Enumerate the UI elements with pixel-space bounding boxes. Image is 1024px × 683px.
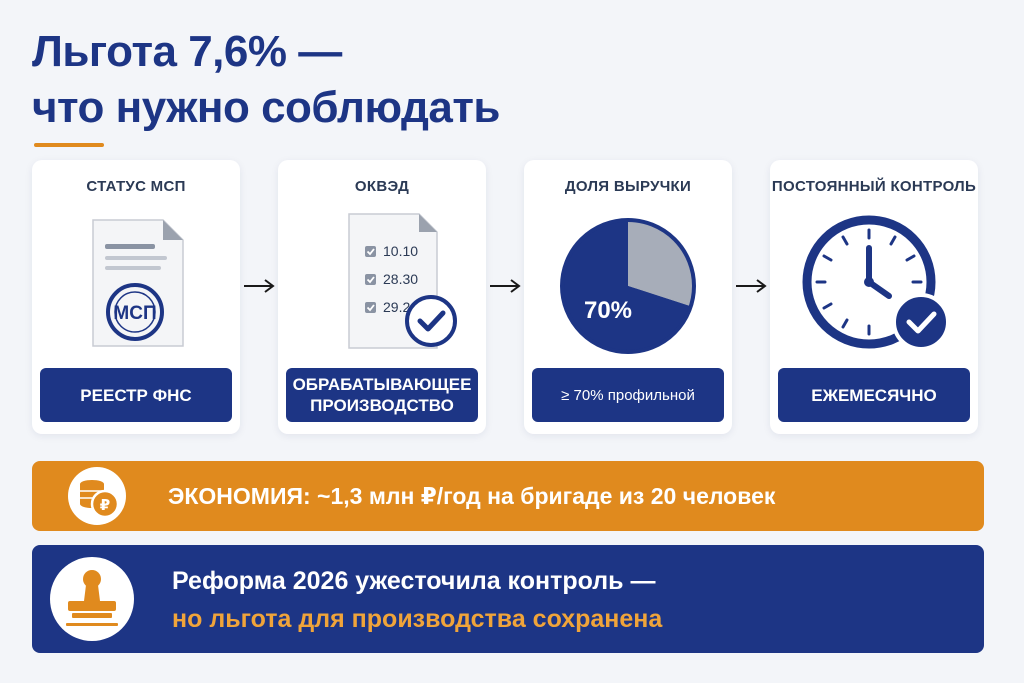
checklist-document-icon: 10.10 28.30 29.20 [348,213,457,349]
revenue-badge: ≥ 70% профильной [532,368,724,422]
arrow-right-icon [736,279,767,293]
industry-line-1: ОБРАБАТЫВАЮЩЕЕ [292,375,472,394]
pie-slice-other [628,220,694,307]
title-line-1: Льгота 7,6% — [32,27,342,76]
savings-text: ЭКОНОМИЯ: ~1,3 млн ₽/год на бригаде из 2… [168,482,776,509]
card-heading: ПОСТОЯННЫЙ КОНТРОЛЬ [771,178,977,195]
arrow-right-icon [490,279,521,293]
okved-code: 10.10 [383,243,418,259]
frequency-badge: ЕЖЕМЕСЯЧНО [778,368,970,422]
card-okved: ОКВЭД 10.10 28.30 29.20 ОБРАБАТЫВАЮЩЕЕ П… [278,160,486,434]
card-heading: СТАТУС МСП [86,178,186,195]
savings-banner: ₽ ЭКОНОМИЯ: ~1,3 млн ₽/год на бригаде из… [32,461,984,531]
pie-chart-icon: 70% [560,218,696,354]
document-stamp-icon: МСП [92,219,184,347]
clock-check-icon [802,215,950,351]
industry-line-2: ПРОИЗВОДСТВО [310,396,454,415]
card-heading: ДОЛЯ ВЫРУЧКИ [564,178,692,195]
svg-text:₽: ₽ [100,496,110,514]
coins-ruble-icon: ₽ [80,480,120,519]
card-msp-status: СТАТУС МСП МСП РЕЕСТР ФНС [32,160,240,434]
reform-subline: но льгота для производства сохранена [172,605,663,633]
okved-code: 28.30 [383,271,418,287]
reform-headline: Реформа 2026 ужесточила контроль — [172,567,656,595]
registry-badge: РЕЕСТР ФНС [40,368,232,422]
pie-slice-profile [562,220,691,352]
reform-banner: Реформа 2026 ужесточила контроль — но ль… [32,545,984,653]
arrow-right-icon [244,279,275,293]
card-revenue-share: ДОЛЯ ВЫРУЧКИ 70% ≥ 70% профильной [524,160,732,434]
pie-label: 70% [584,297,632,324]
industry-badge: ОБРАБАТЫВАЮЩЕЕ ПРОИЗВОДСТВО [286,368,478,422]
stamp-icon [66,570,118,626]
title-underline [34,143,104,147]
card-heading: ОКВЭД [354,178,410,195]
title-line-2: что нужно соблюдать [32,83,500,132]
card-monitoring: ПОСТОЯННЫЙ КОНТРОЛЬ ЕЖЕМЕСЯЧНО [770,160,978,434]
stamp-text: МСП [113,303,156,324]
